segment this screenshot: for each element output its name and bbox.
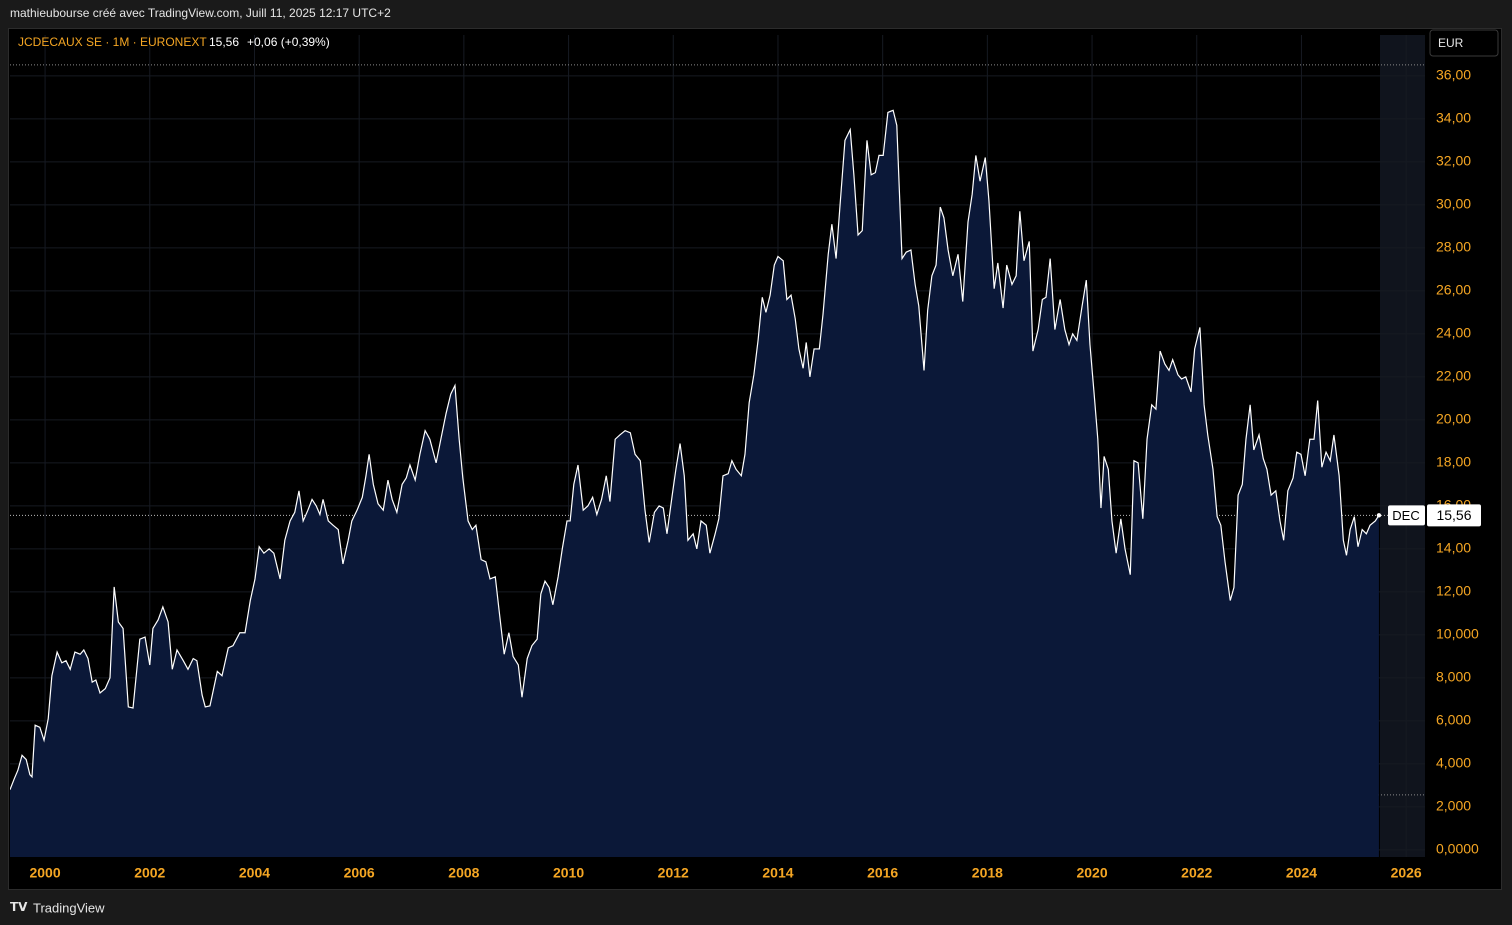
y-tick-label: 6,000 xyxy=(1436,712,1471,728)
y-tick-label: 2,000 xyxy=(1436,798,1471,814)
future-area xyxy=(1380,35,1425,857)
series-layer xyxy=(10,109,1382,857)
x-tick-label: 2010 xyxy=(553,865,584,881)
x-tick-label: 2026 xyxy=(1391,865,1422,881)
x-tick-label: 2004 xyxy=(239,865,270,881)
y-tick-label: 14,00 xyxy=(1436,540,1471,556)
last-point xyxy=(1376,513,1382,518)
currency-label[interactable]: EUR xyxy=(1438,36,1464,50)
series-tag: DEC xyxy=(1392,508,1419,523)
y-tick-label: 10,000 xyxy=(1436,626,1479,642)
x-tick-label: 2000 xyxy=(29,865,60,881)
x-tick-label: 2006 xyxy=(344,865,375,881)
y-tick-label: 18,00 xyxy=(1436,454,1471,470)
y-tick-label: 0,0000 xyxy=(1436,841,1479,857)
area-fill xyxy=(10,110,1379,857)
y-tick-label: 34,00 xyxy=(1436,110,1471,126)
currency-button[interactable] xyxy=(1429,29,1499,57)
axes: 0,0000 2,000 4,000 6,000 8,000 10,000 12,00 14,… xyxy=(29,67,1481,881)
footer-logo: 𝗧𝗩 xyxy=(10,900,28,914)
x-tick-label: 2008 xyxy=(448,865,479,881)
x-tick-label: 2022 xyxy=(1181,865,1212,881)
x-tick-label: 2024 xyxy=(1286,865,1317,881)
price-tag-box xyxy=(1427,504,1481,527)
y-tick-label: 22,00 xyxy=(1436,368,1471,384)
price-tag: 15,56 xyxy=(1436,507,1471,523)
x-tick-label: 2002 xyxy=(134,865,165,881)
x-tick-label: 2020 xyxy=(1076,865,1107,881)
y-tick-label: 4,000 xyxy=(1436,755,1471,771)
price-change: +0,06 (+0,39%) xyxy=(247,35,330,49)
y-tick-label: 12,00 xyxy=(1436,583,1471,599)
y-tick-label: 32,00 xyxy=(1436,153,1471,169)
price-line xyxy=(10,109,1380,790)
symbol-title: JCDECAUX SE · 1M · EURONEXT xyxy=(18,35,207,49)
x-tick-label: 2018 xyxy=(972,865,1003,881)
top-bar: mathieubourse créé avec TradingView.com,… xyxy=(10,6,391,20)
x-tick-label: 2014 xyxy=(762,865,793,881)
series-tag-box xyxy=(1388,505,1425,526)
y-tick-label: 24,00 xyxy=(1436,325,1471,341)
footer-brand: TradingView xyxy=(33,900,105,915)
y-tick-label: 26,00 xyxy=(1436,282,1471,298)
y-tick-label: 8,000 xyxy=(1436,669,1471,685)
last-price: 15,56 xyxy=(209,35,239,49)
y-tick-label: 20,00 xyxy=(1436,411,1471,427)
y-tick-label: 36,00 xyxy=(1436,67,1471,83)
x-tick-label: 2016 xyxy=(867,865,898,881)
y-tick-label: 28,00 xyxy=(1436,239,1471,255)
y-tick-label: 30,00 xyxy=(1436,196,1471,212)
x-tick-label: 2012 xyxy=(658,865,689,881)
